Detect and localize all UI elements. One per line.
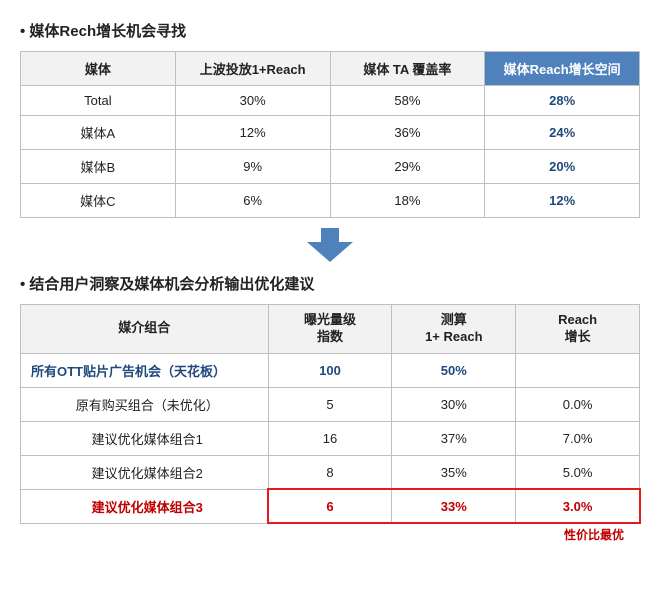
table-cell: [516, 353, 640, 387]
table-row: 原有购买组合（未优化）530%0.0%: [21, 387, 640, 421]
table-cell: 29%: [330, 150, 485, 184]
table-header-row: 媒体 上波投放1+Reach 媒体 TA 覆盖率 媒体Reach增长空间: [21, 52, 640, 86]
table-cell: 9%: [175, 150, 330, 184]
col-media: 媒体: [21, 52, 176, 86]
table-cell: 5.0%: [516, 455, 640, 489]
table-row: 建议优化媒体组合3633%3.0%: [21, 489, 640, 523]
col-calc-reach: 测算1+ Reach: [392, 305, 516, 354]
table-cell: 所有OTT贴片广告机会（天花板）: [21, 353, 269, 387]
table-cell: 原有购买组合（未优化）: [21, 387, 269, 421]
section2-title: 结合用户洞察及媒体机会分析输出优化建议: [20, 273, 640, 294]
table-cell: 16: [268, 421, 392, 455]
table-cell: 36%: [330, 116, 485, 150]
table-row: 所有OTT贴片广告机会（天花板）10050%: [21, 353, 640, 387]
table-cell: 30%: [175, 86, 330, 116]
col-growth-space: 媒体Reach增长空间: [485, 52, 640, 86]
table-row: Total30%58%28%: [21, 86, 640, 116]
col-exposure-index: 曝光量级指数: [268, 305, 392, 354]
table-cell: 6: [268, 489, 392, 523]
table-cell: 3.0%: [516, 489, 640, 523]
table-cell: 媒体C: [21, 184, 176, 218]
down-arrow-icon: [20, 228, 640, 267]
col-media-combo: 媒介组合: [21, 305, 269, 354]
col-prev-reach: 上波投放1+Reach: [175, 52, 330, 86]
table-cell: 5: [268, 387, 392, 421]
table-cell: 18%: [330, 184, 485, 218]
table-cell: 33%: [392, 489, 516, 523]
section1-title: 媒体Rech增长机会寻找: [20, 20, 640, 41]
table-cell: 媒体B: [21, 150, 176, 184]
footnote-best-value: 性价比最优: [20, 526, 640, 543]
col-reach-growth: Reach增长: [516, 305, 640, 354]
table-header-row: 媒介组合 曝光量级指数 测算1+ Reach Reach增长: [21, 305, 640, 354]
table-row: 建议优化媒体组合2835%5.0%: [21, 455, 640, 489]
table-cell: Total: [21, 86, 176, 116]
table-row: 媒体B9%29%20%: [21, 150, 640, 184]
table-row: 媒体A12%36%24%: [21, 116, 640, 150]
table-cell: 7.0%: [516, 421, 640, 455]
table-cell: 12%: [175, 116, 330, 150]
table-cell: 35%: [392, 455, 516, 489]
table-cell: 100: [268, 353, 392, 387]
table-cell: 8: [268, 455, 392, 489]
table-cell: 50%: [392, 353, 516, 387]
table-optimization: 媒介组合 曝光量级指数 测算1+ Reach Reach增长 所有OTT贴片广告…: [20, 304, 640, 524]
col-ta-coverage: 媒体 TA 覆盖率: [330, 52, 485, 86]
table-row: 建议优化媒体组合11637%7.0%: [21, 421, 640, 455]
table-cell: 媒体A: [21, 116, 176, 150]
table-cell: 58%: [330, 86, 485, 116]
table-row: 媒体C6%18%12%: [21, 184, 640, 218]
table-cell: 0.0%: [516, 387, 640, 421]
table-reach-growth: 媒体 上波投放1+Reach 媒体 TA 覆盖率 媒体Reach增长空间 Tot…: [20, 51, 640, 218]
table-cell: 24%: [485, 116, 640, 150]
table-cell: 20%: [485, 150, 640, 184]
table-cell: 建议优化媒体组合1: [21, 421, 269, 455]
table-cell: 建议优化媒体组合2: [21, 455, 269, 489]
table-cell: 37%: [392, 421, 516, 455]
table-cell: 6%: [175, 184, 330, 218]
table-cell: 12%: [485, 184, 640, 218]
table-cell: 建议优化媒体组合3: [21, 489, 269, 523]
table-cell: 28%: [485, 86, 640, 116]
table-cell: 30%: [392, 387, 516, 421]
